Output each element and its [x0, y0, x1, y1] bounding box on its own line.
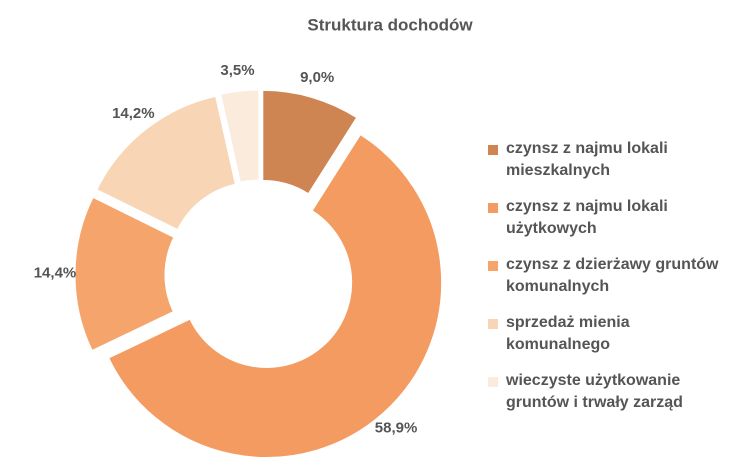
legend-item: sprzedaż mienia komunalnego: [488, 312, 738, 356]
legend-label: sprzedaż mienia komunalnego: [506, 314, 630, 353]
legend-label: wieczyste użytkowanie gruntów i trwały z…: [506, 372, 683, 411]
data-label: 14,2%: [112, 105, 155, 122]
legend-swatch: [488, 377, 498, 387]
slice: [262, 89, 358, 195]
slice: [74, 196, 175, 352]
slice: [220, 89, 260, 183]
legend-item: czynsz z najmu lokali użytkowych: [488, 196, 738, 240]
legend-swatch: [488, 261, 498, 271]
legend-swatch: [488, 319, 498, 329]
legend: czynsz z najmu lokali mieszkalnych czynsz…: [488, 138, 738, 428]
legend-item: czynsz z dzierżawy gruntów komunalnych: [488, 254, 738, 298]
legend-swatch: [488, 145, 498, 155]
data-label: 9,0%: [300, 69, 334, 86]
legend-label: czynsz z dzierżawy gruntów komunalnych: [506, 256, 719, 295]
data-label: 58,9%: [375, 419, 418, 436]
legend-label: czynsz z najmu lokali użytkowych: [506, 198, 668, 237]
chart-title: Struktura dochodów: [307, 15, 473, 34]
legend-label: czynsz z najmu lokali mieszkalnych: [506, 140, 668, 179]
legend-swatch: [488, 203, 498, 213]
data-label: 14,4%: [34, 265, 77, 282]
slice: [108, 134, 443, 458]
slice: [96, 95, 236, 231]
legend-item: czynsz z najmu lokali mieszkalnych: [488, 138, 738, 182]
legend-item: wieczyste użytkowanie gruntów i trwały z…: [488, 370, 738, 414]
data-label: 3,5%: [220, 62, 254, 79]
